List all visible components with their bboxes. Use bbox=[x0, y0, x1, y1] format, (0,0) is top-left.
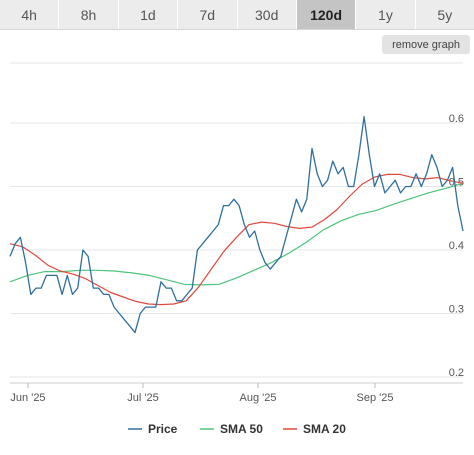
tab-8h[interactable]: 8h bbox=[59, 0, 119, 29]
x-tick-label: Sep '25 bbox=[357, 392, 394, 404]
legend-sma50-label[interactable]: SMA 50 bbox=[220, 422, 263, 436]
x-tick-label: Aug '25 bbox=[240, 392, 277, 404]
tab-1d[interactable]: 1d bbox=[119, 0, 179, 29]
x-tick-label: Jun '25 bbox=[10, 392, 45, 404]
sma50-line bbox=[9, 182, 464, 286]
sma20-line bbox=[9, 173, 464, 306]
x-tick-label: Jul '25 bbox=[127, 392, 158, 404]
y-tick-label: 0.2 bbox=[449, 367, 464, 379]
timeframe-tabs: 4h 8h 1d 7d 30d 120d 1y 5y bbox=[0, 0, 474, 30]
remove-graph-button[interactable]: remove graph bbox=[382, 35, 470, 54]
tab-4h[interactable]: 4h bbox=[0, 0, 60, 29]
price-line bbox=[9, 116, 464, 334]
tab-7d[interactable]: 7d bbox=[178, 0, 238, 29]
y-tick-label: 0.3 bbox=[449, 304, 464, 316]
legend-sma20-label[interactable]: SMA 20 bbox=[303, 422, 346, 436]
legend-price-label[interactable]: Price bbox=[148, 422, 178, 436]
y-tick-label: 0.4 bbox=[449, 240, 464, 252]
tab-5y[interactable]: 5y bbox=[437, 6, 453, 23]
tab-1y[interactable]: 1y bbox=[356, 0, 416, 29]
tab-30d[interactable]: 30d bbox=[238, 0, 297, 29]
y-tick-label: 0.6 bbox=[449, 113, 464, 125]
tab-120d[interactable]: 120d bbox=[296, 0, 357, 29]
